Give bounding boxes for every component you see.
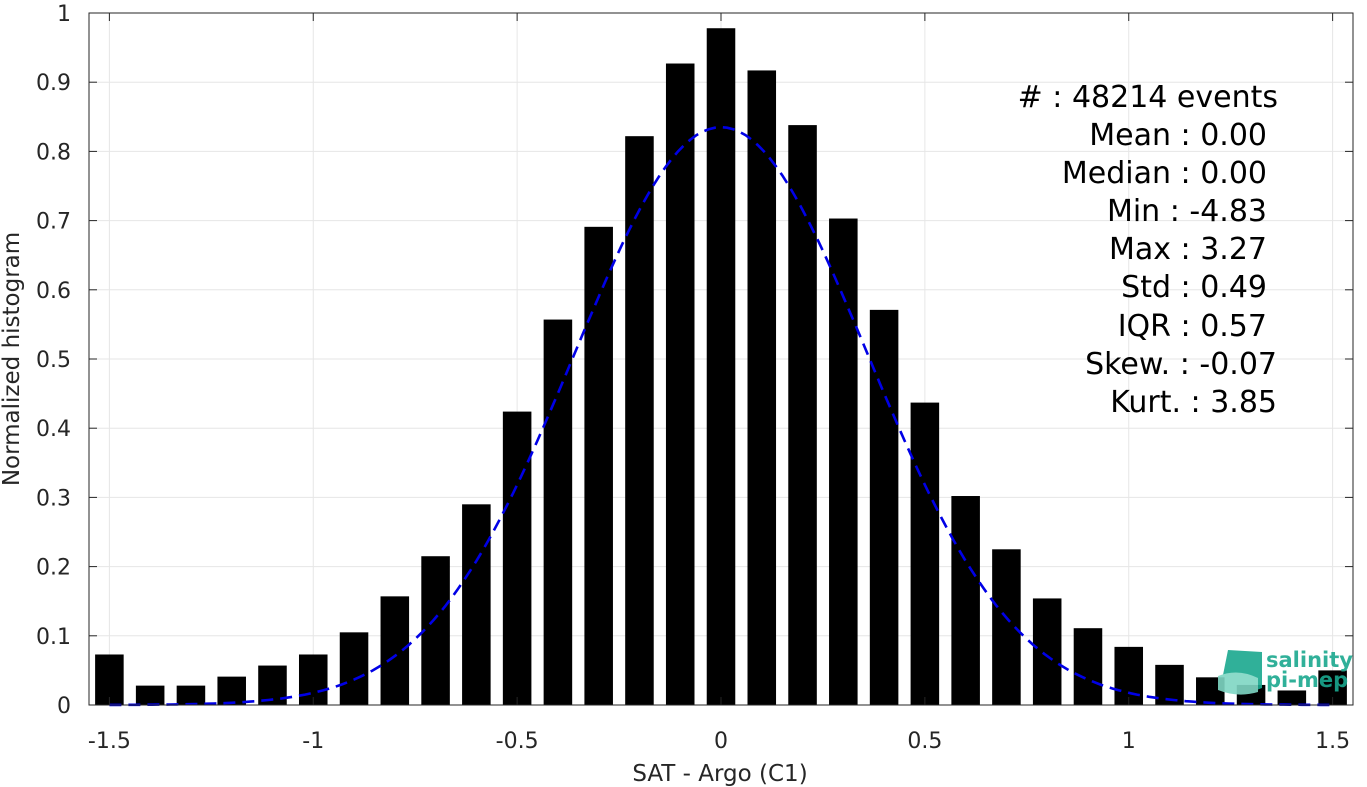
- histogram-bar-14: [665, 63, 695, 706]
- x-tick-label-1: -1: [302, 729, 324, 754]
- histogram-bar-1: [135, 685, 165, 705]
- x-tick-label-5: 1: [1122, 729, 1136, 754]
- histogram-bar-7: [380, 596, 410, 705]
- y-tick-label-5: 0.5: [36, 348, 71, 373]
- histogram-bar-23: [1032, 598, 1062, 705]
- stat-skewness: Skew. : -0.07: [1085, 347, 1277, 382]
- histogram-bar-3: [217, 676, 246, 705]
- y-axis-label: Normalized histogram: [0, 232, 25, 486]
- histogram-bar-2: [176, 685, 206, 705]
- stat-median: Median : 0.00: [1062, 156, 1267, 191]
- y-tick-label-8: 0.8: [36, 140, 71, 165]
- histogram-bar-10: [502, 411, 532, 705]
- histogram-bar-29: [1277, 690, 1307, 705]
- histogram-bars: [95, 28, 1347, 706]
- x-tick-label-2: -0.5: [496, 729, 539, 754]
- x-tick-label-0: -1.5: [88, 729, 131, 754]
- y-tick-label-7: 0.7: [36, 210, 71, 235]
- y-tick-label-6: 0.6: [36, 279, 71, 304]
- stat-max: Max : 3.27: [1109, 232, 1267, 267]
- axis-ticks: [89, 12, 1353, 706]
- logo-line-pi-mep: pi-mep: [1266, 668, 1348, 692]
- histogram-bar-18: [829, 218, 858, 706]
- histogram-bar-16: [747, 70, 777, 706]
- histogram-bar-24: [1073, 628, 1103, 705]
- histogram-bar-11: [543, 319, 573, 705]
- statistics-annotation: # : 48214 events Mean : 0.00 Median : 0.…: [1018, 80, 1278, 420]
- histogram-bar-5: [298, 654, 328, 705]
- y-tick-label-1: 0.1: [36, 625, 71, 650]
- histogram-bar-9: [462, 504, 491, 705]
- y-tick-label-10: 1: [57, 2, 71, 27]
- x-tick-label-4: 0.5: [907, 729, 942, 754]
- stat-iqr: IQR : 0.57: [1118, 309, 1267, 344]
- histogram-bar-0: [95, 654, 124, 705]
- histogram-bar-21: [951, 496, 980, 705]
- histogram-bar-15: [706, 28, 736, 706]
- histogram-bar-8: [421, 556, 450, 705]
- stat-events: # : 48214 events: [1018, 80, 1278, 115]
- y-tick-label-9: 0.9: [36, 71, 71, 96]
- histogram-bar-19: [869, 309, 899, 705]
- stat-std: Std : 0.49: [1121, 270, 1267, 305]
- histogram-bar-13: [625, 136, 654, 705]
- histogram-bar-25: [1114, 646, 1144, 705]
- gaussian-fit-curve: [109, 125, 1333, 707]
- logo-line-salinity: salinity: [1266, 648, 1353, 672]
- x-tick-label-6: 1.5: [1315, 729, 1350, 754]
- stat-kurtosis: Kurt. : 3.85: [1110, 385, 1277, 420]
- y-tick-label-3: 0.3: [36, 486, 71, 511]
- y-tick-label-4: 0.4: [36, 417, 71, 442]
- salinity-pi-mep-logo: salinity pi-mep: [1218, 648, 1353, 695]
- axis-tick-labels: -1.5 -1 -0.5 0 0.5 1 1.5 0 0.1 0.2 0.3 0.4 0.5 0.6 0.7…: [36, 2, 1350, 754]
- stat-min: Min : -4.83: [1107, 194, 1267, 229]
- x-axis-label: SAT - Argo (C1): [632, 761, 807, 787]
- histogram-bar-12: [584, 226, 613, 705]
- histogram-bar-17: [788, 125, 817, 705]
- y-tick-label-2: 0.2: [36, 556, 71, 581]
- stat-mean: Mean : 0.00: [1089, 118, 1267, 153]
- y-tick-label-0: 0: [57, 694, 71, 719]
- histogram-bar-20: [910, 402, 940, 705]
- logo-wave-icon-light: [1218, 672, 1258, 695]
- histogram-bar-6: [339, 632, 369, 705]
- x-tick-label-3: 0: [714, 729, 728, 754]
